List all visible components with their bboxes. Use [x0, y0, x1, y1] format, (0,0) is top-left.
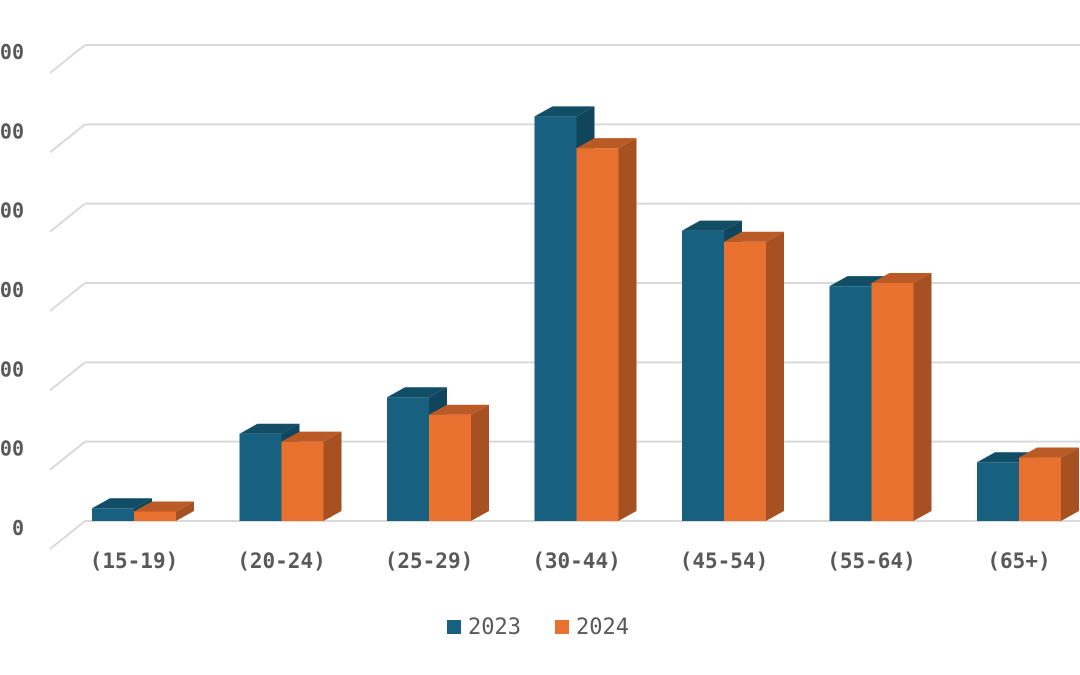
bar-top [534, 106, 595, 117]
legend: 2023 2024 [447, 615, 629, 640]
bar-top [134, 501, 194, 512]
bar-front [281, 441, 324, 521]
y-tick-label: 00 [0, 437, 24, 461]
legend-swatch [555, 620, 569, 634]
bar-top [576, 138, 637, 149]
bar-2024-(15-19) [134, 501, 194, 521]
x-category-label: (20-24) [237, 549, 326, 573]
bar-2024-(25-29) [429, 404, 489, 521]
y-tick-label: 0 [12, 516, 24, 540]
bar-front [871, 283, 914, 521]
gridline-side [49, 202, 86, 233]
bar-side [471, 404, 489, 521]
legend-swatch [447, 620, 461, 634]
bar-top [682, 220, 742, 231]
legend-label: 2023 [468, 615, 521, 640]
x-category-label: (15-19) [90, 549, 179, 573]
x-category-label: (30-44) [532, 549, 621, 573]
bar-top [724, 231, 784, 242]
gridline-side [49, 44, 86, 74]
x-axis-categories: (15-19) (20-24) (25-29) (30-44) (45-54) (55-6… [90, 549, 1051, 573]
legend-label: 2024 [576, 615, 629, 640]
x-category-label: (45-54) [680, 549, 769, 573]
bar-2024-(55-64) [871, 273, 932, 521]
bar-2024-(20-24) [281, 431, 342, 521]
bar-front [429, 414, 471, 521]
y-tick-label: 00 [0, 119, 24, 143]
bar-top [429, 404, 489, 415]
bar-side [176, 501, 194, 521]
gridline-side [49, 282, 86, 312]
bar-2024-(65+) [1019, 447, 1079, 521]
bar-front [387, 397, 429, 521]
gridline-side [49, 520, 86, 550]
bar-top [387, 387, 447, 398]
bar-front [134, 511, 176, 521]
bar-front [1019, 457, 1061, 521]
bar-top [1019, 447, 1079, 458]
bar-top [871, 273, 932, 283]
x-category-label: (25-29) [385, 549, 474, 573]
bar-side [913, 273, 932, 521]
bar-top [92, 498, 152, 509]
bar-top [239, 423, 300, 434]
x-category-label: (55-64) [827, 549, 916, 573]
bar-front [977, 462, 1019, 521]
bar-front [829, 286, 872, 521]
bar-front [576, 148, 619, 521]
bar-side [766, 231, 784, 521]
bar-side [618, 138, 637, 521]
gridline-side [49, 123, 86, 154]
bars [92, 106, 1079, 522]
bar-side [1061, 447, 1079, 521]
bar-front [682, 230, 724, 521]
gridline-side [49, 440, 86, 471]
bar-front [534, 116, 577, 522]
gridline-side [49, 361, 86, 392]
y-tick-label: 00 [0, 357, 24, 381]
bar-side [323, 431, 342, 521]
bar-2024-(45-54) [724, 231, 784, 521]
bar-2024-(30-44) [576, 138, 637, 521]
bar-top [281, 431, 342, 442]
bar-front [92, 508, 134, 521]
y-tick-label: 00 [0, 40, 24, 64]
y-tick-label: 00 [0, 278, 24, 302]
bar-front [724, 241, 766, 521]
x-category-label: (65+) [987, 549, 1050, 573]
bar-front [239, 433, 282, 521]
y-tick-label: 00 [0, 199, 24, 223]
